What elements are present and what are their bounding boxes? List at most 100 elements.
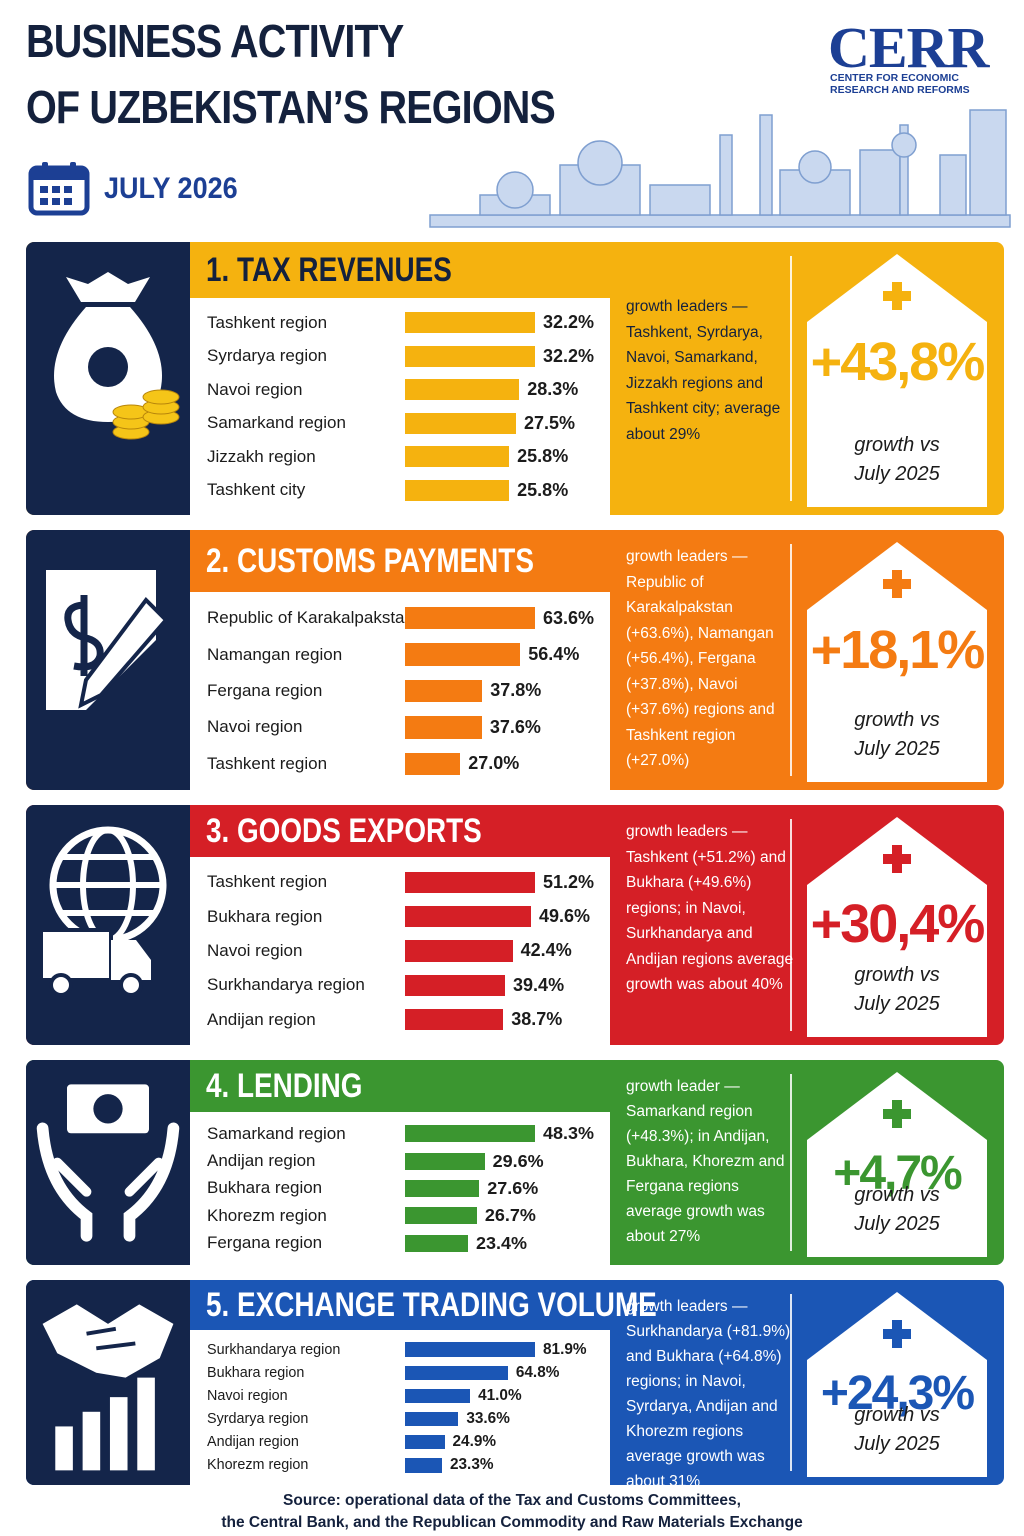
bar [405, 871, 535, 893]
section: 3. GOODS EXPORTS Tashkent region 51.2% Bukh… [26, 805, 1004, 1045]
bar-row: Syrdarya region 33.6% [190, 1408, 610, 1431]
section-title: 5. EXCHANGE TRADING VOLUME [206, 1286, 657, 1324]
category-label: Samarkand region [207, 413, 346, 433]
bar [405, 1009, 504, 1031]
category-label: Republic of Karakalpakstan [207, 608, 414, 628]
category-label: Surkhandarya region [207, 975, 365, 995]
bar [405, 446, 510, 468]
headline-value: +24,3% [820, 1366, 975, 1420]
value-label: 37.6% [489, 716, 541, 737]
growth-note: growth leaders — Surkhandarya (+81.9%) a… [626, 1298, 791, 1485]
headline-caption: growth vs July 2025 [854, 1404, 940, 1455]
category-label: Navoi region [207, 1387, 288, 1404]
source-line: the Central Bank, and the Republican Com… [221, 1514, 803, 1531]
logo-subtitle: CENTER FOR ECONOMIC RESEARCH AND REFORMS [830, 72, 970, 96]
section-icon [54, 272, 180, 440]
bar [405, 643, 521, 666]
bar-row: Navoi region 42.4% [190, 934, 610, 968]
icon-panel [26, 1060, 190, 1265]
value-label: 49.6% [538, 906, 590, 927]
bar [405, 940, 513, 962]
category-label: Tashkent city [207, 480, 306, 500]
house-badge [807, 817, 987, 1037]
bar [405, 1152, 485, 1170]
value-label: 33.6% [466, 1410, 510, 1428]
chart-area: Surkhandarya region 81.9% Bukhara region 64… [190, 1330, 610, 1485]
bar [405, 1388, 471, 1404]
growth-note: growth leaders — Tashkent (+51.2%) and B… [626, 823, 794, 993]
bar-row: Surkhandarya region 39.4% [190, 968, 610, 1002]
category-label: Syrdarya region [207, 346, 328, 366]
headline-caption: growth vs July 2025 [854, 1184, 940, 1235]
bar-row: Khorezm region 23.3% [190, 1454, 610, 1477]
value-label: 23.3% [449, 1456, 494, 1474]
value-label: 56.4% [528, 644, 580, 665]
bar [405, 1234, 468, 1252]
growth-note: growth leaders — Tashkent, Syrdarya, Nav… [626, 298, 781, 443]
category-label: Tashkent region [207, 872, 328, 892]
value-label: 42.4% [520, 940, 572, 961]
bar-row: Andijan region 24.9% [190, 1431, 610, 1454]
value-label: 29.6% [492, 1150, 544, 1171]
value-label: 25.8% [517, 446, 569, 467]
value-label: 64.8% [515, 1363, 560, 1381]
headline-caption: growth vs July 2025 [854, 964, 940, 1015]
chart-area: Republic of Karakalpakstan 63.6% Namangan … [190, 592, 610, 790]
date: JULY 2026 [104, 172, 238, 205]
bar [405, 1435, 445, 1450]
value-label: 32.2% [543, 345, 595, 366]
divider [790, 256, 792, 501]
bar-row: Surkhandarya region 81.9% [190, 1338, 610, 1361]
category-label: Fergana region [207, 680, 323, 700]
skyline [429, 109, 1011, 228]
headline-value: +43,8% [810, 332, 986, 393]
bar [405, 1458, 442, 1473]
value-label: 38.7% [511, 1009, 563, 1030]
icon-panel [26, 530, 190, 790]
bar-row: Fergana region 37.8% [190, 673, 610, 709]
value-label: 51.2% [543, 871, 595, 892]
title-line: OF UZBEKISTAN’S REGIONS [26, 81, 556, 133]
bar-row: Namangan region 56.4% [190, 636, 610, 672]
icon-panel [26, 1280, 190, 1485]
bar-row: Tashkent city 25.8% [190, 474, 610, 508]
bar [405, 1125, 535, 1143]
bar [405, 679, 483, 703]
bar [405, 345, 535, 367]
bar-row: Syrdarya region 32.2% [190, 340, 610, 374]
divider [790, 1074, 792, 1251]
icon-panel [26, 805, 190, 1045]
bar [405, 1365, 508, 1380]
house-badge [807, 254, 987, 507]
bar [405, 1180, 480, 1197]
house-badge [807, 542, 987, 782]
bar-row: Bukhara region 64.8% [190, 1361, 610, 1384]
chart-area: Tashkent region 51.2% Bukhara region 49.6% N… [190, 857, 610, 1045]
bar [405, 716, 482, 739]
source-line: Source: operational data of the Tax and … [283, 1492, 741, 1509]
category-label: Khorezm region [207, 1205, 327, 1225]
growth-note: growth leader — Samarkand region (+48.3%… [626, 1078, 785, 1245]
title-line: BUSINESS ACTIVITY [26, 15, 404, 67]
house-badge [807, 1292, 987, 1477]
category-label: Bukhara region [207, 906, 323, 926]
bar [405, 412, 517, 434]
value-label: 81.9% [543, 1340, 587, 1358]
bar [405, 1207, 477, 1225]
bar-row: Tashkent region 32.2% [190, 306, 610, 340]
bar [405, 1342, 535, 1357]
bar-row: Bukhara region 49.6% [190, 899, 610, 933]
headline-caption: growth vs July 2025 [854, 434, 940, 485]
value-label: 37.8% [490, 680, 542, 701]
bar-row: Bukhara region 27.6% [190, 1175, 610, 1202]
category-label: Surkhandarya region [207, 1341, 341, 1358]
bar-row: Khorezm region 26.7% [190, 1202, 610, 1229]
category-label: Samarkand region [207, 1123, 346, 1143]
value-label: 26.7% [484, 1205, 536, 1226]
bar [405, 752, 461, 776]
section: 2. CUSTOMS PAYMENTS Republic of Karakalpa… [26, 530, 1004, 790]
category-label: Bukhara region [207, 1364, 305, 1381]
bar-row: Samarkand region 48.3% [190, 1120, 610, 1147]
value-label: 28.3% [527, 379, 579, 400]
